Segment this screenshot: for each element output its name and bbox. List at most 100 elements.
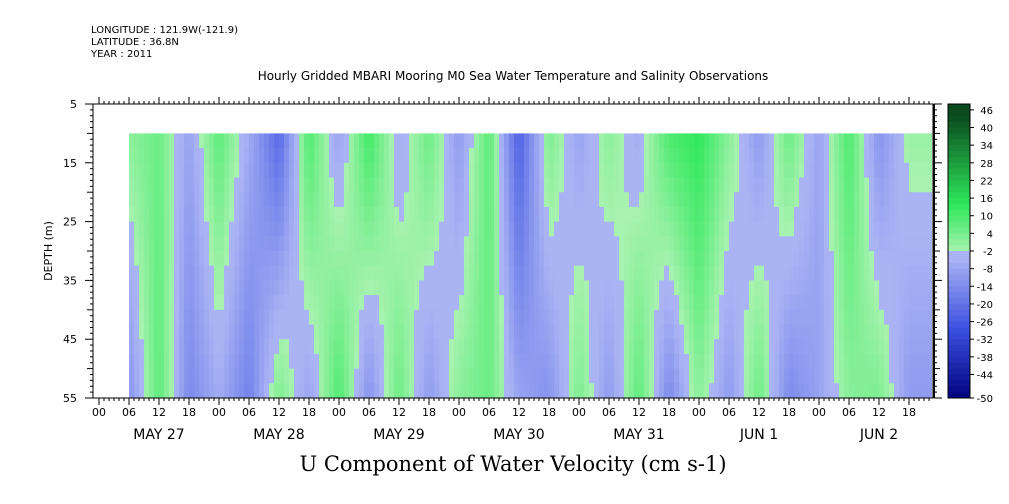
heatmap-cell bbox=[919, 162, 925, 179]
heatmap-cell bbox=[344, 133, 350, 149]
heatmap-cell bbox=[469, 162, 475, 179]
heatmap-cell bbox=[479, 221, 485, 237]
heatmap-cell bbox=[339, 280, 345, 296]
heatmap-cell bbox=[424, 383, 430, 398]
heatmap-cell bbox=[334, 162, 340, 179]
heatmap-cell bbox=[304, 133, 310, 149]
heatmap-cell bbox=[589, 133, 595, 149]
heatmap-cell bbox=[219, 236, 225, 252]
heatmap-cell bbox=[489, 295, 495, 311]
heatmap-cell bbox=[849, 324, 855, 340]
heatmap-cell bbox=[909, 192, 915, 208]
heatmap-cell bbox=[399, 339, 405, 355]
heatmap-cell bbox=[609, 309, 615, 326]
heatmap-cell bbox=[434, 221, 440, 237]
heatmap-cell bbox=[844, 280, 850, 296]
heatmap-cell bbox=[194, 133, 200, 149]
heatmap-cell bbox=[509, 353, 515, 370]
heatmap-cell bbox=[374, 309, 380, 326]
heatmap-cell bbox=[759, 368, 765, 384]
heatmap-cell bbox=[519, 251, 525, 267]
heatmap-cell bbox=[924, 192, 930, 208]
heatmap-cell bbox=[869, 339, 875, 355]
heatmap-cell bbox=[914, 383, 920, 398]
heatmap-cell bbox=[429, 192, 435, 208]
heatmap-cell bbox=[469, 236, 475, 252]
heatmap-cell bbox=[689, 162, 695, 179]
heatmap-cell bbox=[409, 236, 415, 252]
heatmap-cell bbox=[309, 177, 315, 193]
heatmap-cell bbox=[469, 148, 475, 164]
heatmap-cell bbox=[674, 206, 680, 223]
heatmap-cell bbox=[144, 383, 150, 398]
heatmap-cell bbox=[634, 148, 640, 164]
heatmap-cell bbox=[919, 236, 925, 252]
heatmap-cell bbox=[219, 309, 225, 326]
heatmap-cell bbox=[829, 133, 835, 149]
heatmap-cell bbox=[599, 383, 605, 398]
heatmap-cell bbox=[749, 265, 755, 281]
heatmap-cell bbox=[349, 295, 355, 311]
colorbar-bin bbox=[948, 245, 970, 252]
heatmap-cell bbox=[169, 353, 175, 370]
heatmap-cell bbox=[559, 177, 565, 193]
heatmap-cell bbox=[339, 236, 345, 252]
heatmap-cell bbox=[614, 162, 620, 179]
heatmap-cell bbox=[154, 148, 160, 164]
heatmap-cell bbox=[539, 383, 545, 398]
heatmap-cell bbox=[354, 295, 360, 311]
heatmap-cell bbox=[879, 353, 885, 370]
heatmap-cell bbox=[419, 192, 425, 208]
heatmap-cell bbox=[204, 295, 210, 311]
heatmap-cell bbox=[494, 251, 500, 267]
heatmap-cell bbox=[879, 339, 885, 355]
heatmap-cell bbox=[549, 162, 555, 179]
heatmap-cell bbox=[769, 177, 775, 193]
heatmap-cell bbox=[804, 221, 810, 237]
heatmap-cell bbox=[469, 251, 475, 267]
heatmap-cell bbox=[704, 383, 710, 398]
heatmap-cell bbox=[884, 339, 890, 355]
heatmap-cell bbox=[204, 265, 210, 281]
heatmap-cell bbox=[889, 177, 895, 193]
heatmap-cell bbox=[199, 148, 205, 164]
heatmap-cell bbox=[859, 148, 865, 164]
heatmap-cell bbox=[504, 221, 510, 237]
heatmap-cell bbox=[794, 265, 800, 281]
heatmap-cell bbox=[294, 265, 300, 281]
heatmap-cell bbox=[784, 221, 790, 237]
heatmap-cell bbox=[714, 295, 720, 311]
heatmap-cell bbox=[929, 339, 932, 355]
heatmap-cell bbox=[674, 309, 680, 326]
heatmap-cell bbox=[264, 162, 270, 179]
heatmap-cell bbox=[729, 265, 735, 281]
heatmap-cell bbox=[619, 177, 625, 193]
heatmap-cell bbox=[739, 236, 745, 252]
heatmap-cell bbox=[709, 280, 715, 296]
heatmap-cell bbox=[349, 236, 355, 252]
heatmap-cell bbox=[819, 383, 825, 398]
heatmap-cell bbox=[379, 221, 385, 237]
heatmap-cell bbox=[509, 206, 515, 223]
heatmap-cell bbox=[339, 162, 345, 179]
heatmap-cell bbox=[564, 339, 570, 355]
heatmap-cell bbox=[659, 309, 665, 326]
heatmap-cell bbox=[359, 324, 365, 340]
heatmap-cell bbox=[854, 206, 860, 223]
heatmap-cell bbox=[899, 295, 905, 311]
heatmap-cell bbox=[524, 265, 530, 281]
heatmap-cell bbox=[369, 162, 375, 179]
heatmap-cell bbox=[324, 295, 330, 311]
heatmap-cell bbox=[654, 221, 660, 237]
heatmap-cell bbox=[159, 236, 165, 252]
heatmap-cell bbox=[609, 339, 615, 355]
heatmap-cell bbox=[464, 251, 470, 267]
heatmap-cell bbox=[859, 353, 865, 370]
heatmap-cell bbox=[729, 177, 735, 193]
heatmap-cell bbox=[164, 383, 170, 398]
heatmap-cell bbox=[594, 133, 600, 149]
heatmap-cell bbox=[294, 339, 300, 355]
heatmap-cell bbox=[624, 162, 630, 179]
heatmap-cell bbox=[204, 148, 210, 164]
heatmap-cell bbox=[539, 206, 545, 223]
